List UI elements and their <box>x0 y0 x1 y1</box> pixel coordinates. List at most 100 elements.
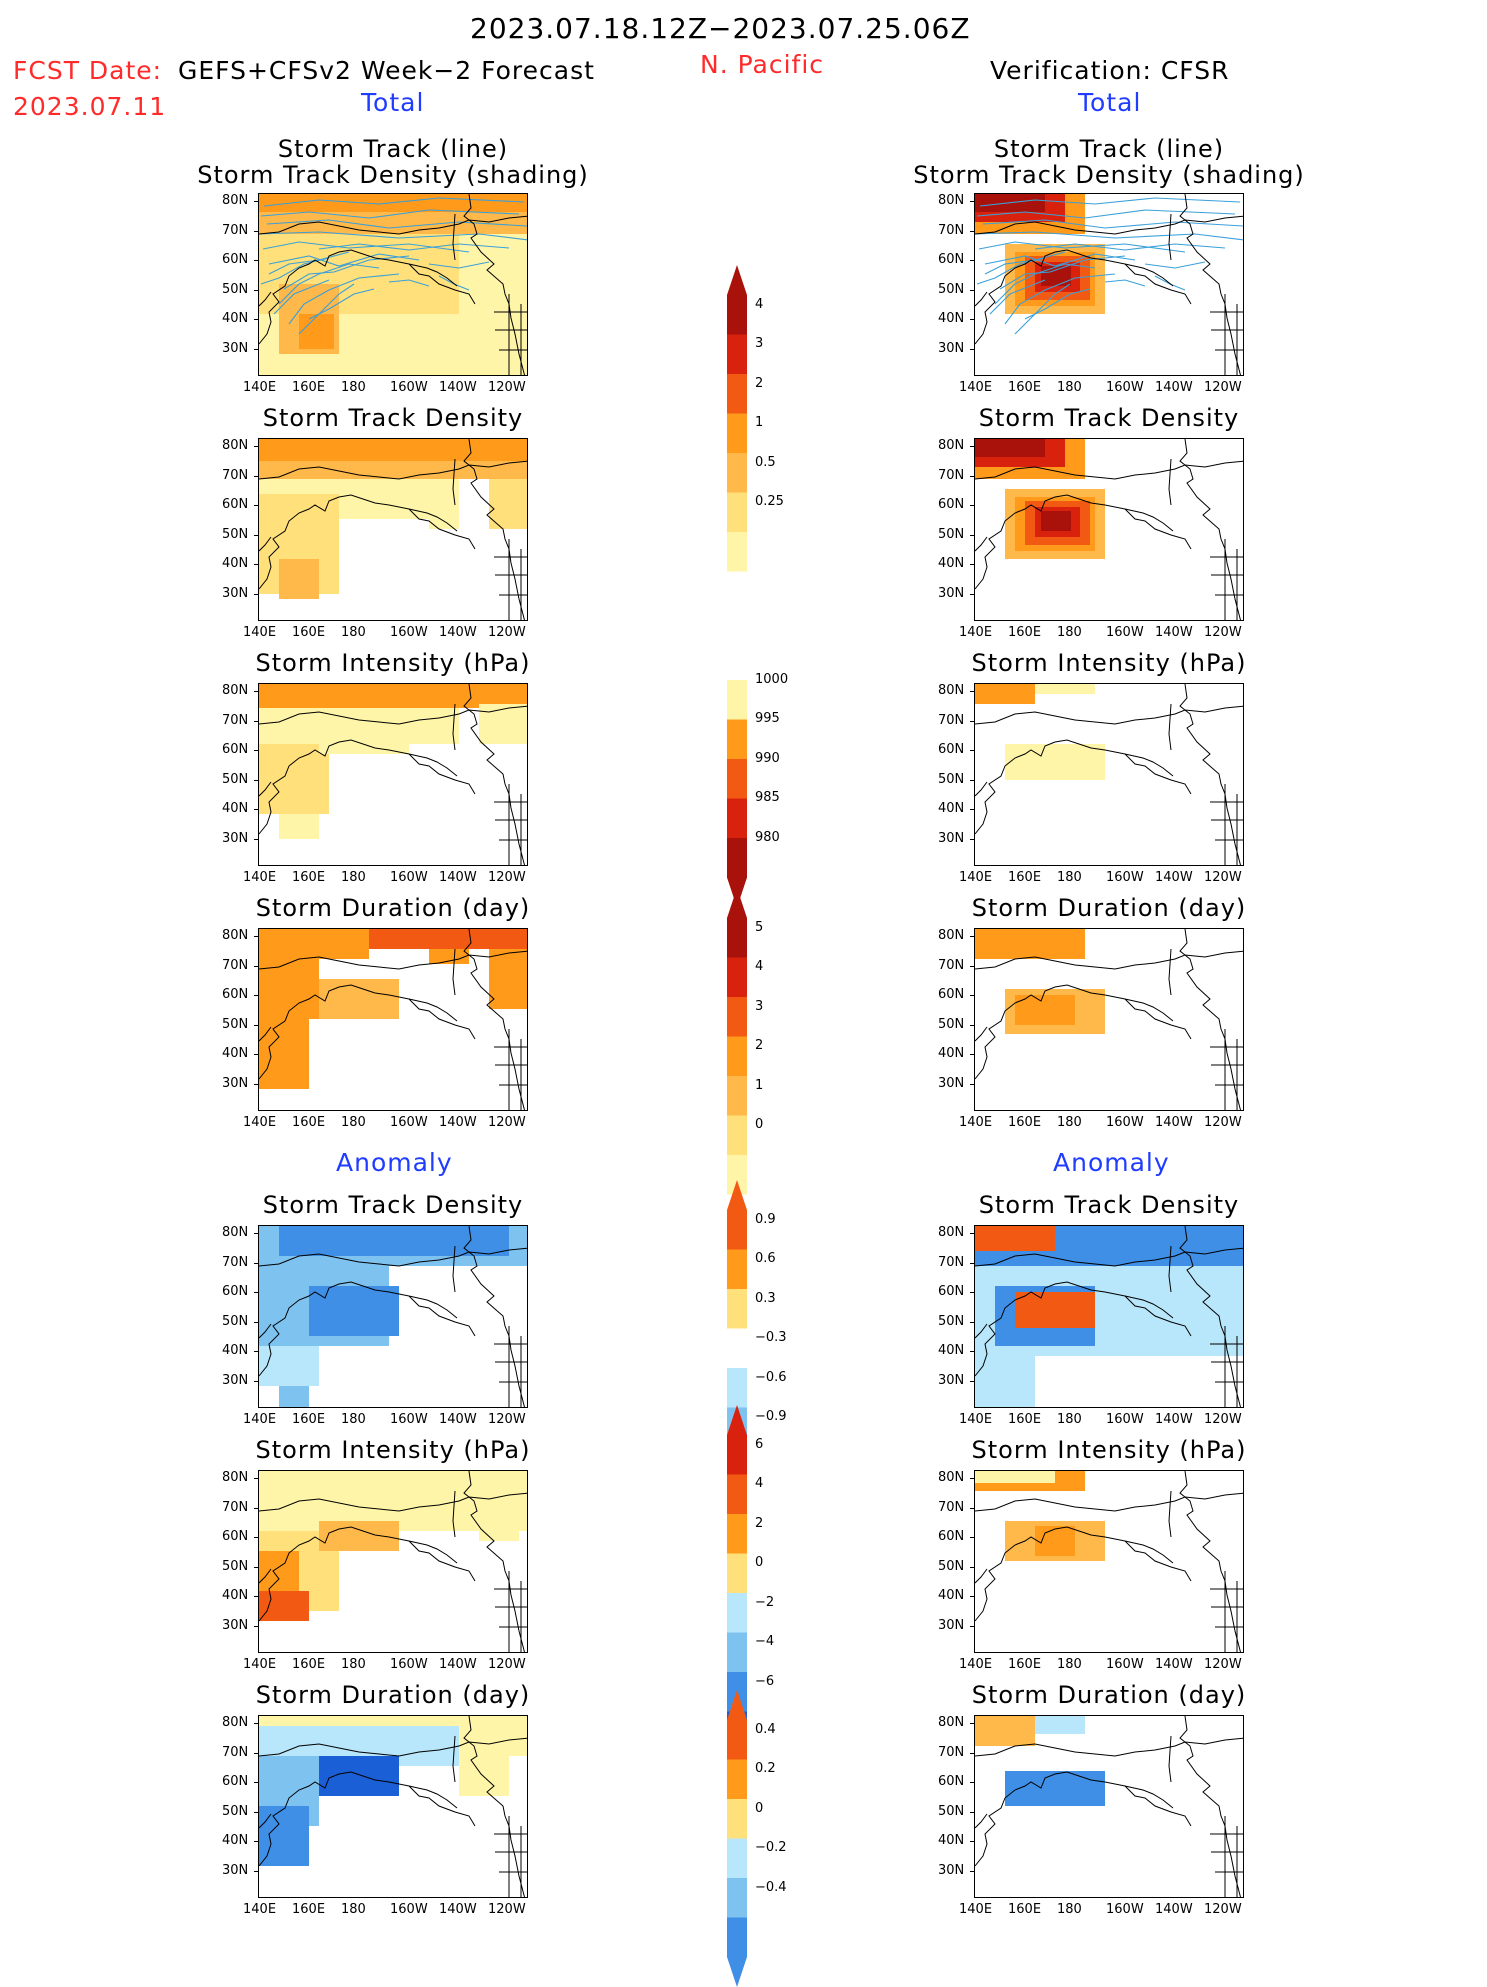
x-tick-label: 120W <box>488 1412 526 1427</box>
map-plot <box>258 1715 528 1898</box>
x-tick-label: 160W <box>390 1657 428 1672</box>
y-tick-label: 80N <box>938 438 965 453</box>
x-tick-label: 140E <box>959 380 993 395</box>
map-plot <box>258 438 528 621</box>
section-anomaly-right: Anomaly <box>1053 1148 1170 1177</box>
y-tick-label: 30N <box>938 1372 965 1388</box>
x-tick-label: 160E <box>292 1412 326 1427</box>
x-tick-label: 140W <box>439 870 477 885</box>
x-tick-label: 160W <box>390 1412 428 1427</box>
x-tick-label: 120W <box>488 1115 526 1130</box>
map-plot <box>258 928 528 1111</box>
fcst-date-label: FCST Date: <box>13 56 163 85</box>
section-anomaly-left: Anomaly <box>336 1148 453 1177</box>
x-tick-label: 140E <box>959 1657 993 1672</box>
x-tick-label: 140E <box>959 870 993 885</box>
x-tick-label: 140W <box>439 1902 477 1917</box>
x-tick-label: 140W <box>439 625 477 640</box>
fcst-date: 2023.07.11 <box>13 92 167 121</box>
y-tick-label: 40N <box>222 1588 249 1603</box>
y-tick-label: 70N <box>222 1499 249 1515</box>
colorbar-label: 995 <box>755 711 780 726</box>
colorbar-label: 0.25 <box>755 494 784 509</box>
x-tick-label: 120W <box>1204 1657 1242 1672</box>
y-tick-label: 40N <box>938 1046 965 1061</box>
y-tick-label: 30N <box>222 1617 249 1633</box>
y-tick-label: 80N <box>222 1715 249 1730</box>
x-tick-label: 180 <box>341 1412 366 1427</box>
x-tick-label: 180 <box>341 380 366 395</box>
y-tick-label: 50N <box>222 1803 249 1819</box>
x-tick-label: 140W <box>439 380 477 395</box>
y-tick-label: 60N <box>938 1284 965 1299</box>
y-tick-label: 30N <box>222 1862 249 1878</box>
y-tick-label: 60N <box>222 252 249 267</box>
x-tick-label: 120W <box>488 1657 526 1672</box>
colorbar-label: 2 <box>755 1516 764 1531</box>
y-tick-label: 80N <box>222 928 249 943</box>
panel-title: Storm Track Density <box>262 1191 524 1219</box>
panel-subtitle: Storm Track Density (shading) <box>197 161 589 189</box>
fcst-model: GEFS+CFSv2 Week−2 Forecast <box>178 56 595 85</box>
period-title: 2023.07.18.12Z−2023.07.25.06Z <box>470 12 971 45</box>
map-plot <box>258 1225 528 1408</box>
colorbar-label: 2 <box>755 376 764 391</box>
y-tick-label: 70N <box>938 1254 965 1270</box>
y-tick-label: 40N <box>938 311 965 326</box>
y-tick-label: 70N <box>938 1499 965 1515</box>
y-tick-label: 80N <box>938 928 965 943</box>
y-tick-label: 50N <box>938 1016 965 1032</box>
x-tick-label: 160W <box>390 625 428 640</box>
map-plot <box>258 683 528 866</box>
y-tick-label: 30N <box>222 1075 249 1091</box>
x-tick-label: 160E <box>292 870 326 885</box>
x-tick-label: 160W <box>390 1115 428 1130</box>
x-tick-label: 120W <box>1204 870 1242 885</box>
y-tick-label: 80N <box>938 1225 965 1240</box>
colorbar-label: 0.9 <box>755 1212 776 1227</box>
y-tick-label: 30N <box>938 1862 965 1878</box>
map-plot <box>974 1470 1244 1653</box>
y-tick-label: 70N <box>222 712 249 728</box>
colorbar-label: 0.4 <box>755 1722 776 1737</box>
x-tick-label: 160E <box>1008 1115 1042 1130</box>
colorbar-label: 3 <box>755 336 764 351</box>
x-tick-label: 180 <box>341 1657 366 1672</box>
x-tick-label: 160E <box>1008 870 1042 885</box>
y-tick-label: 30N <box>938 1075 965 1091</box>
panel-title: Storm Track Density <box>978 404 1240 432</box>
y-tick-label: 30N <box>938 830 965 846</box>
colorbar-label: 0.5 <box>755 455 776 470</box>
colorbar-label: −0.3 <box>755 1330 787 1345</box>
x-tick-label: 160E <box>1008 380 1042 395</box>
y-tick-label: 70N <box>938 712 965 728</box>
y-tick-label: 50N <box>222 526 249 542</box>
map-plot <box>258 1470 528 1653</box>
colorbar-label: 4 <box>755 297 764 312</box>
x-tick-label: 160E <box>292 380 326 395</box>
x-tick-label: 160W <box>1106 1115 1144 1130</box>
region-label: N. Pacific <box>700 50 825 79</box>
colorbar-label: 5 <box>755 920 764 935</box>
coastline <box>975 1226 1243 1407</box>
x-tick-label: 160W <box>1106 380 1144 395</box>
x-tick-label: 140E <box>243 1902 277 1917</box>
x-tick-label: 120W <box>488 625 526 640</box>
x-tick-label: 180 <box>341 625 366 640</box>
y-tick-label: 80N <box>222 1225 249 1240</box>
colorbar-label: −6 <box>755 1674 775 1689</box>
panel-title: Storm Track (line) <box>277 135 509 163</box>
colorbar-label: 6 <box>755 1437 764 1452</box>
y-tick-label: 50N <box>938 1803 965 1819</box>
y-tick-label: 50N <box>222 281 249 297</box>
x-tick-label: 120W <box>1204 380 1242 395</box>
section-total-right: Total <box>1078 88 1142 117</box>
y-tick-label: 60N <box>938 1529 965 1544</box>
y-tick-label: 40N <box>938 556 965 571</box>
x-tick-label: 160E <box>292 1902 326 1917</box>
coastline <box>975 194 1243 375</box>
panel-title: Storm Duration (day) <box>971 894 1247 922</box>
colorbar-label: −0.9 <box>755 1409 787 1424</box>
x-tick-label: 160W <box>1106 625 1144 640</box>
x-tick-label: 160W <box>1106 1902 1144 1917</box>
